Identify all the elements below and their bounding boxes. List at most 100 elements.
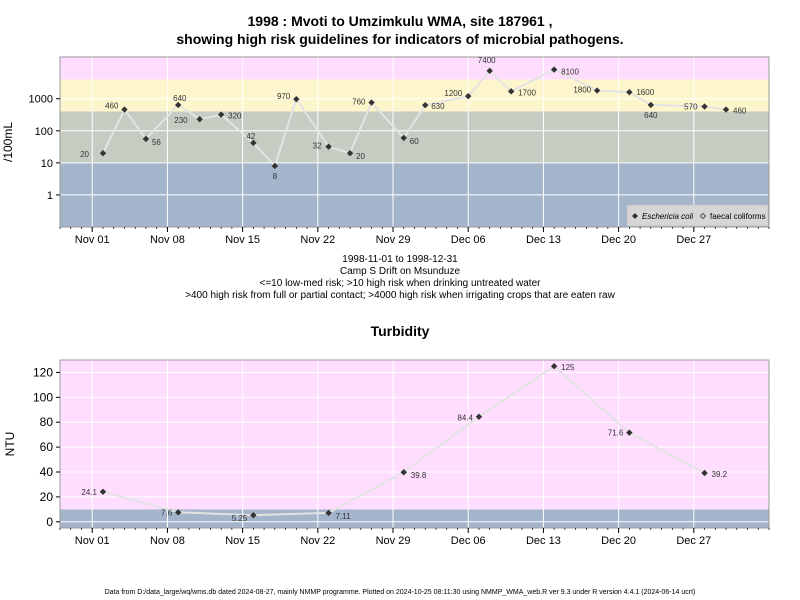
microbial-plot: 1 10 100 1000 Nov 01 Nov 08 Nov 15 Nov 22 Nov 29… — [1, 56, 770, 246]
data-point — [142, 135, 150, 143]
data-label: 460 — [105, 102, 119, 111]
data-point — [271, 162, 279, 170]
risk-band — [60, 57, 769, 80]
site-caption: Camp S Drift on Msunduze — [339, 266, 461, 277]
y-tick-label: 100 — [33, 390, 53, 404]
y-axis-label: NTU — [3, 432, 17, 457]
x-tick-label: Dec 20 — [601, 234, 636, 246]
y-tick-label: 20 — [40, 490, 54, 504]
turbidity-title: Turbidity — [370, 323, 430, 339]
x-tick-label: Dec 13 — [526, 234, 561, 246]
data-point — [174, 509, 182, 516]
data-point — [325, 509, 332, 517]
data-label: 970 — [277, 92, 291, 101]
legend-marker-faecal — [699, 212, 707, 220]
risk-band — [60, 360, 769, 510]
data-point — [250, 139, 257, 147]
risk-caption-drinking: <=10 low-med risk; >10 high risk when dr… — [259, 278, 541, 289]
data-label: 8100 — [561, 68, 579, 77]
data-point — [722, 106, 730, 113]
risk-band — [60, 79, 769, 112]
data-label: 42 — [246, 132, 255, 141]
data-label: 1700 — [518, 88, 536, 97]
x-tick-label: Dec 20 — [601, 535, 636, 547]
data-label: 230 — [174, 116, 188, 125]
data-point — [626, 429, 633, 436]
legend-label-ecoli: Eschericia coli — [642, 212, 693, 221]
data-label: 20 — [80, 150, 89, 159]
data-source-footer: Data from D:/data_large/wq/wms.db dated … — [104, 589, 696, 596]
y-tick-label: 0 — [46, 515, 53, 529]
data-label: 125 — [561, 363, 575, 372]
data-point — [250, 512, 257, 519]
x-tick-label: Dec 13 — [526, 535, 561, 547]
y-tick-label: 40 — [40, 465, 54, 479]
data-label: 1200 — [444, 89, 462, 98]
legend-marker-ecoli — [632, 213, 638, 219]
data-label: 760 — [352, 98, 366, 107]
x-tick-label: Nov 22 — [300, 234, 335, 246]
data-label: 60 — [410, 137, 419, 146]
data-point — [346, 150, 354, 157]
x-tick-label: Nov 08 — [150, 234, 185, 246]
data-label: 630 — [431, 102, 445, 111]
data-label: 640 — [644, 111, 658, 120]
x-tick-label: Nov 01 — [75, 234, 110, 246]
y-tick-label: 1 — [47, 190, 53, 202]
data-point — [550, 66, 558, 73]
data-label: 39.8 — [411, 471, 427, 480]
legend-box — [626, 204, 769, 227]
y-tick-label: 120 — [33, 365, 53, 379]
y-tick-label: 60 — [40, 440, 54, 454]
data-point — [465, 92, 472, 100]
data-label: 460 — [733, 107, 747, 116]
data-point — [325, 143, 332, 150]
data-label: 39.2 — [712, 470, 728, 479]
data-point — [593, 87, 601, 94]
y-axis-label: /100mL — [1, 122, 15, 162]
legend: Eschericia coli faecal coliforms — [626, 204, 769, 227]
data-point — [486, 67, 493, 75]
data-point — [174, 101, 182, 109]
x-tick-label: Nov 15 — [225, 535, 260, 547]
chart-title-line-2: showing high risk guidelines for indicat… — [176, 31, 624, 47]
x-tick-label: Nov 22 — [300, 535, 335, 547]
data-label: 1600 — [636, 88, 654, 97]
data-point — [368, 99, 375, 106]
data-label: 570 — [684, 103, 698, 112]
data-label: 5.25 — [232, 514, 248, 523]
data-point — [293, 95, 300, 103]
data-label: 640 — [173, 94, 187, 103]
data-label: 8 — [273, 172, 278, 181]
x-tick-label: Dec 06 — [451, 234, 486, 246]
x-tick-label: Dec 06 — [451, 535, 486, 547]
data-label: 20 — [356, 152, 365, 161]
data-label: 32 — [313, 142, 322, 151]
x-tick-label: Nov 01 — [75, 535, 110, 547]
data-point — [196, 115, 203, 123]
data-label: 84.4 — [457, 414, 473, 423]
data-point — [99, 150, 107, 157]
x-tick-label: Nov 29 — [376, 234, 411, 246]
x-tick-label: Dec 27 — [676, 234, 711, 246]
data-point — [217, 111, 225, 118]
data-label: 24.1 — [81, 488, 97, 497]
data-label: 71.6 — [608, 429, 624, 438]
y-tick-label: 80 — [40, 415, 54, 429]
data-point — [507, 88, 515, 95]
data-label: 56 — [152, 138, 161, 147]
data-point — [400, 469, 407, 476]
y-tick-label: 100 — [35, 126, 53, 138]
date-range-caption: 1998-11-01 to 1998-12-31 — [342, 254, 458, 265]
data-point — [626, 88, 633, 96]
data-point — [99, 488, 107, 495]
x-tick-label: Nov 08 — [150, 535, 185, 547]
x-tick-label: Nov 15 — [225, 234, 260, 246]
data-point — [701, 103, 708, 110]
data-point — [400, 134, 407, 142]
y-tick-label: 1000 — [29, 94, 53, 106]
turbidity-plot: 0 20 40 60 80 100 120 Nov 01 Nov 08 Nov 15 Nov 22 N… — [3, 359, 770, 547]
data-point — [121, 106, 128, 113]
data-point — [422, 101, 429, 109]
